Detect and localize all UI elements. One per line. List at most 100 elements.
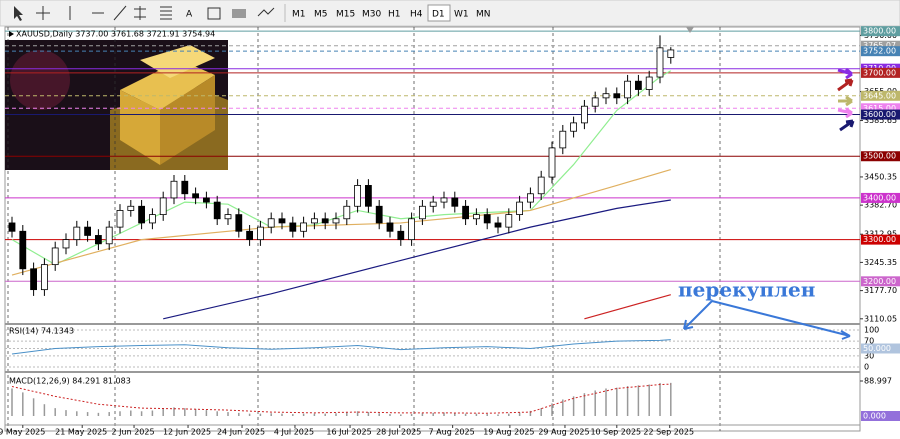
x-tick-label: 29 Aug 2025 bbox=[538, 428, 589, 437]
y-tick-label: 3177.70 bbox=[864, 286, 897, 295]
candle-body bbox=[602, 93, 610, 99]
candle-body bbox=[256, 226, 264, 241]
candle-body bbox=[148, 214, 156, 224]
candle-body bbox=[375, 205, 383, 224]
y-tick-label: 3382.70 bbox=[864, 201, 897, 210]
arrow-tool[interactable] bbox=[257, 7, 275, 17]
y-tick-label: 3245.35 bbox=[864, 258, 897, 267]
candle-body bbox=[516, 201, 523, 216]
price-label-box bbox=[861, 67, 900, 78]
macd-zero-label: 0.000 bbox=[863, 412, 886, 421]
crosshair-icon[interactable] bbox=[36, 6, 50, 20]
candle-body bbox=[138, 205, 146, 224]
price-label-box bbox=[861, 90, 900, 101]
timeframes: M1 M5 M15 M30 H1 H4 D1 W1 MN bbox=[292, 4, 491, 22]
candle-body bbox=[364, 185, 372, 207]
fibo-icon[interactable] bbox=[160, 6, 172, 20]
y-tick-label: 3110.05 bbox=[864, 314, 897, 323]
price-label-box bbox=[861, 192, 900, 203]
timeframe[interactable]: M15 bbox=[336, 10, 355, 20]
candle-body bbox=[267, 218, 275, 228]
timeframe[interactable]: W1 bbox=[454, 10, 469, 20]
candle-body bbox=[635, 80, 642, 90]
candle-body bbox=[30, 268, 38, 291]
candle-body bbox=[429, 201, 437, 207]
x-tick-label: 16 Jul 2025 bbox=[326, 428, 371, 437]
x-tick-label: 28 Jul 2025 bbox=[376, 428, 421, 437]
gold-bar bbox=[140, 45, 215, 78]
candle-body bbox=[462, 205, 470, 220]
picture bbox=[5, 40, 228, 170]
chart-header: XAUUSD,Daily 3737.00 3761.68 3721.91 375… bbox=[16, 30, 215, 39]
timeframe[interactable]: M30 bbox=[362, 10, 381, 20]
candle-body bbox=[559, 130, 567, 149]
timeframe[interactable]: MN bbox=[476, 10, 491, 20]
annotation-arrows bbox=[683, 300, 851, 340]
label-tool[interactable] bbox=[207, 7, 221, 20]
candle-body bbox=[537, 176, 545, 195]
rsi-tick-label: 0 bbox=[864, 363, 869, 372]
candle-body bbox=[494, 222, 502, 228]
timeframe[interactable]: H1 bbox=[388, 10, 401, 20]
annotation: перекуплен bbox=[678, 278, 815, 302]
shift-marker bbox=[686, 27, 694, 33]
gold-bar bbox=[160, 75, 215, 165]
price-label: 3752.00 bbox=[863, 47, 896, 56]
candle-body bbox=[440, 197, 448, 203]
candle-body bbox=[192, 193, 200, 199]
candle-body bbox=[386, 222, 394, 232]
text-tool[interactable]: A bbox=[186, 10, 193, 20]
candle-body bbox=[418, 205, 426, 220]
draw-icons[interactable] bbox=[69, 5, 146, 21]
candle-body bbox=[310, 218, 318, 224]
x-tick-label: 12 Jun 2025 bbox=[163, 428, 211, 437]
candle-body bbox=[41, 264, 48, 291]
candle-body bbox=[613, 93, 621, 99]
price-label: 3800.00 bbox=[863, 27, 896, 36]
moving-average bbox=[163, 199, 671, 320]
candle-body bbox=[624, 80, 631, 99]
y-tick-label: 3312.95 bbox=[864, 230, 897, 239]
candle-body bbox=[278, 218, 286, 224]
arrow bbox=[837, 78, 854, 92]
active-timeframe bbox=[427, 4, 451, 22]
x-tick-label: 10 Sep 2025 bbox=[590, 428, 641, 437]
candle-body bbox=[19, 230, 27, 270]
price-label: 3600.00 bbox=[863, 110, 896, 119]
candle-body bbox=[159, 197, 167, 216]
candle-body bbox=[548, 147, 556, 178]
timeframe[interactable]: M1 bbox=[292, 10, 306, 20]
moving-average bbox=[11, 169, 671, 276]
candle-body bbox=[181, 180, 189, 195]
rsi-tick-label: 100 bbox=[864, 326, 879, 335]
rsi-level-label: 50.000 bbox=[863, 344, 891, 353]
header-marker bbox=[9, 31, 14, 37]
candle-body bbox=[397, 230, 405, 241]
candle-body bbox=[127, 205, 135, 211]
price-label: 3300.00 bbox=[863, 235, 896, 244]
candle-body bbox=[483, 214, 491, 224]
arrow bbox=[837, 107, 853, 119]
macd-zero-box bbox=[861, 411, 900, 421]
timeframe[interactable]: D1 bbox=[432, 10, 445, 20]
candle-body bbox=[343, 205, 351, 220]
candle-body bbox=[116, 210, 124, 228]
toolbar: A M1 M5 M15 M30 H1 H4 D1 W1 MN bbox=[0, 0, 900, 27]
price-label: 3765.07 bbox=[863, 41, 896, 50]
candle-body bbox=[95, 235, 102, 245]
timeframe[interactable]: H4 bbox=[410, 10, 423, 20]
price-label-box bbox=[861, 103, 900, 114]
rsi-title: RSI(14) 74.1343 bbox=[9, 327, 74, 336]
price-label-box bbox=[861, 234, 900, 245]
candle-body bbox=[505, 214, 513, 228]
rsi-line bbox=[11, 339, 671, 355]
price-label: 3645.00 bbox=[863, 91, 896, 100]
gold-bar bbox=[120, 90, 160, 165]
shape-tool[interactable] bbox=[232, 9, 246, 18]
price-label-box bbox=[861, 276, 900, 287]
timeframe[interactable]: M5 bbox=[314, 10, 328, 20]
x-tick-label: 24 Jun 2025 bbox=[217, 428, 265, 437]
cursor-icon[interactable] bbox=[14, 6, 23, 21]
y-tick-label: 3450.35 bbox=[864, 172, 897, 181]
